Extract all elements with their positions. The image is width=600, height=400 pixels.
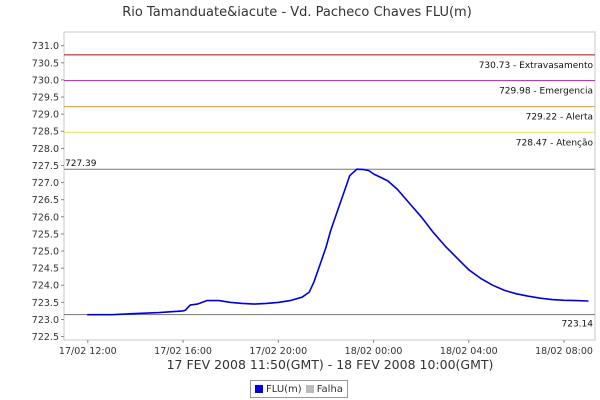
y-tick-label: 730.5 (32, 58, 59, 69)
y-axis: 722.5 723.0 723.5 724.0 724.5 725.0 725.5 726.0… (32, 41, 64, 343)
legend-label-falha: Falha (316, 383, 343, 395)
y-tick-label: 722.5 (32, 332, 59, 343)
y-tick-label: 723.0 (32, 315, 59, 326)
y-tick-label: 725.0 (32, 247, 59, 258)
legend-swatch-falha (305, 385, 314, 393)
x-tick-label: 17/02 20:00 (249, 346, 307, 357)
threshold-label: 729.98 - Emergencia (499, 87, 593, 97)
chart-title: Rio Tamanduate&iacute - Vd. Pacheco Chav… (122, 5, 472, 20)
plot-area (63, 31, 596, 341)
x-tick-label: 18/02 08:00 (535, 346, 593, 357)
x-tick-label: 17/02 12:00 (59, 346, 117, 357)
y-tick-label: 729.5 (32, 93, 59, 104)
legend-label-flu: FLU(m) (266, 383, 302, 395)
y-tick-label: 730.0 (32, 75, 59, 86)
y-tick-label: 725.5 (32, 229, 59, 240)
y-tick-label: 728.5 (32, 127, 59, 138)
y-tick-label: 731.0 (32, 41, 59, 52)
annotation-label: 723.14 (562, 320, 594, 330)
x-tick-label: 18/02 00:00 (345, 346, 403, 357)
y-tick-label: 723.5 (32, 298, 59, 309)
x-tick-label: 17/02 16:00 (154, 346, 212, 357)
threshold-label: 728.47 - Atenção (516, 138, 594, 148)
threshold-lines: 730.73 - Extravasamento 729.98 - Emergenc… (64, 54, 595, 148)
y-tick-label: 724.0 (32, 281, 59, 292)
threshold-label: 730.73 - Extravasamento (479, 61, 594, 71)
x-axis-label: 17 FEV 2008 11:50(GMT) - 18 FEV 2008 10:… (167, 357, 494, 372)
y-tick-label: 726.0 (32, 212, 59, 223)
y-tick-label: 724.5 (32, 264, 59, 275)
threshold-label: 729.22 - Alerta (526, 113, 593, 123)
legend-item-falha: Falha (305, 383, 343, 395)
legend: FLU(m) Falha (250, 380, 348, 398)
x-axis: 17/02 12:00 17/02 16:00 17/02 20:00 18/02 0… (59, 340, 593, 357)
x-tick-label: 18/02 04:00 (440, 346, 498, 357)
y-tick-label: 727.0 (32, 178, 59, 189)
y-tick-label: 727.5 (32, 161, 59, 172)
annotation-lines: 727.39 723.14 (64, 159, 595, 330)
legend-item-flu: FLU(m) (255, 384, 302, 395)
y-tick-label: 728.0 (32, 144, 59, 155)
legend-swatch-flu (255, 385, 263, 393)
series-line-flu (87, 168, 589, 316)
y-tick-label: 726.5 (32, 195, 59, 206)
series-layer (87, 168, 589, 316)
annotation-label: 727.39 (65, 159, 97, 169)
y-tick-label: 729.0 (32, 110, 59, 121)
